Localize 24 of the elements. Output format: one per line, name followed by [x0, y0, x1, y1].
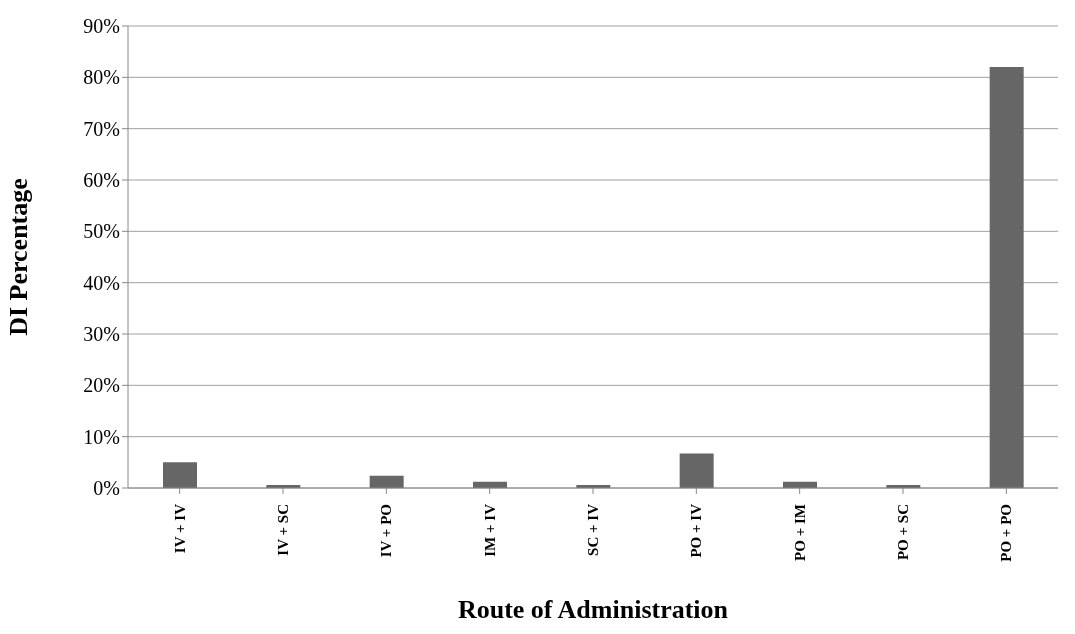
y-tick-label: 70% — [83, 117, 120, 140]
y-tick-label: 40% — [83, 271, 120, 294]
y-tick-label: 50% — [83, 220, 120, 243]
y-tick-label: 80% — [83, 66, 120, 89]
x-axis-title: Route of Administration — [457, 595, 729, 624]
x-tick-label: PO + PO — [998, 504, 1015, 562]
y-tick-label: 0% — [93, 477, 120, 500]
x-tick-label: IV + SC — [275, 504, 291, 556]
bar — [679, 453, 714, 488]
x-tick-label: IM + IV — [481, 503, 498, 557]
y-tick-label: 60% — [83, 169, 120, 192]
bar — [989, 67, 1024, 488]
y-tick-label: 90% — [83, 15, 120, 38]
y-tick-label: 10% — [83, 425, 120, 448]
x-tick-label: PO + IM — [791, 504, 808, 561]
x-tick-label: PO + SC — [895, 504, 911, 561]
y-tick-label: 30% — [83, 323, 120, 346]
x-tick-label: IV + PO — [378, 504, 395, 558]
x-tick-label: PO + IV — [688, 503, 705, 558]
y-tick-label: 20% — [83, 374, 120, 397]
bar — [163, 462, 197, 488]
y-axis-title: DI Percentage — [4, 178, 34, 336]
x-tick-label: IV + IV — [171, 503, 188, 554]
x-tick-label: SC + IV — [585, 503, 601, 556]
